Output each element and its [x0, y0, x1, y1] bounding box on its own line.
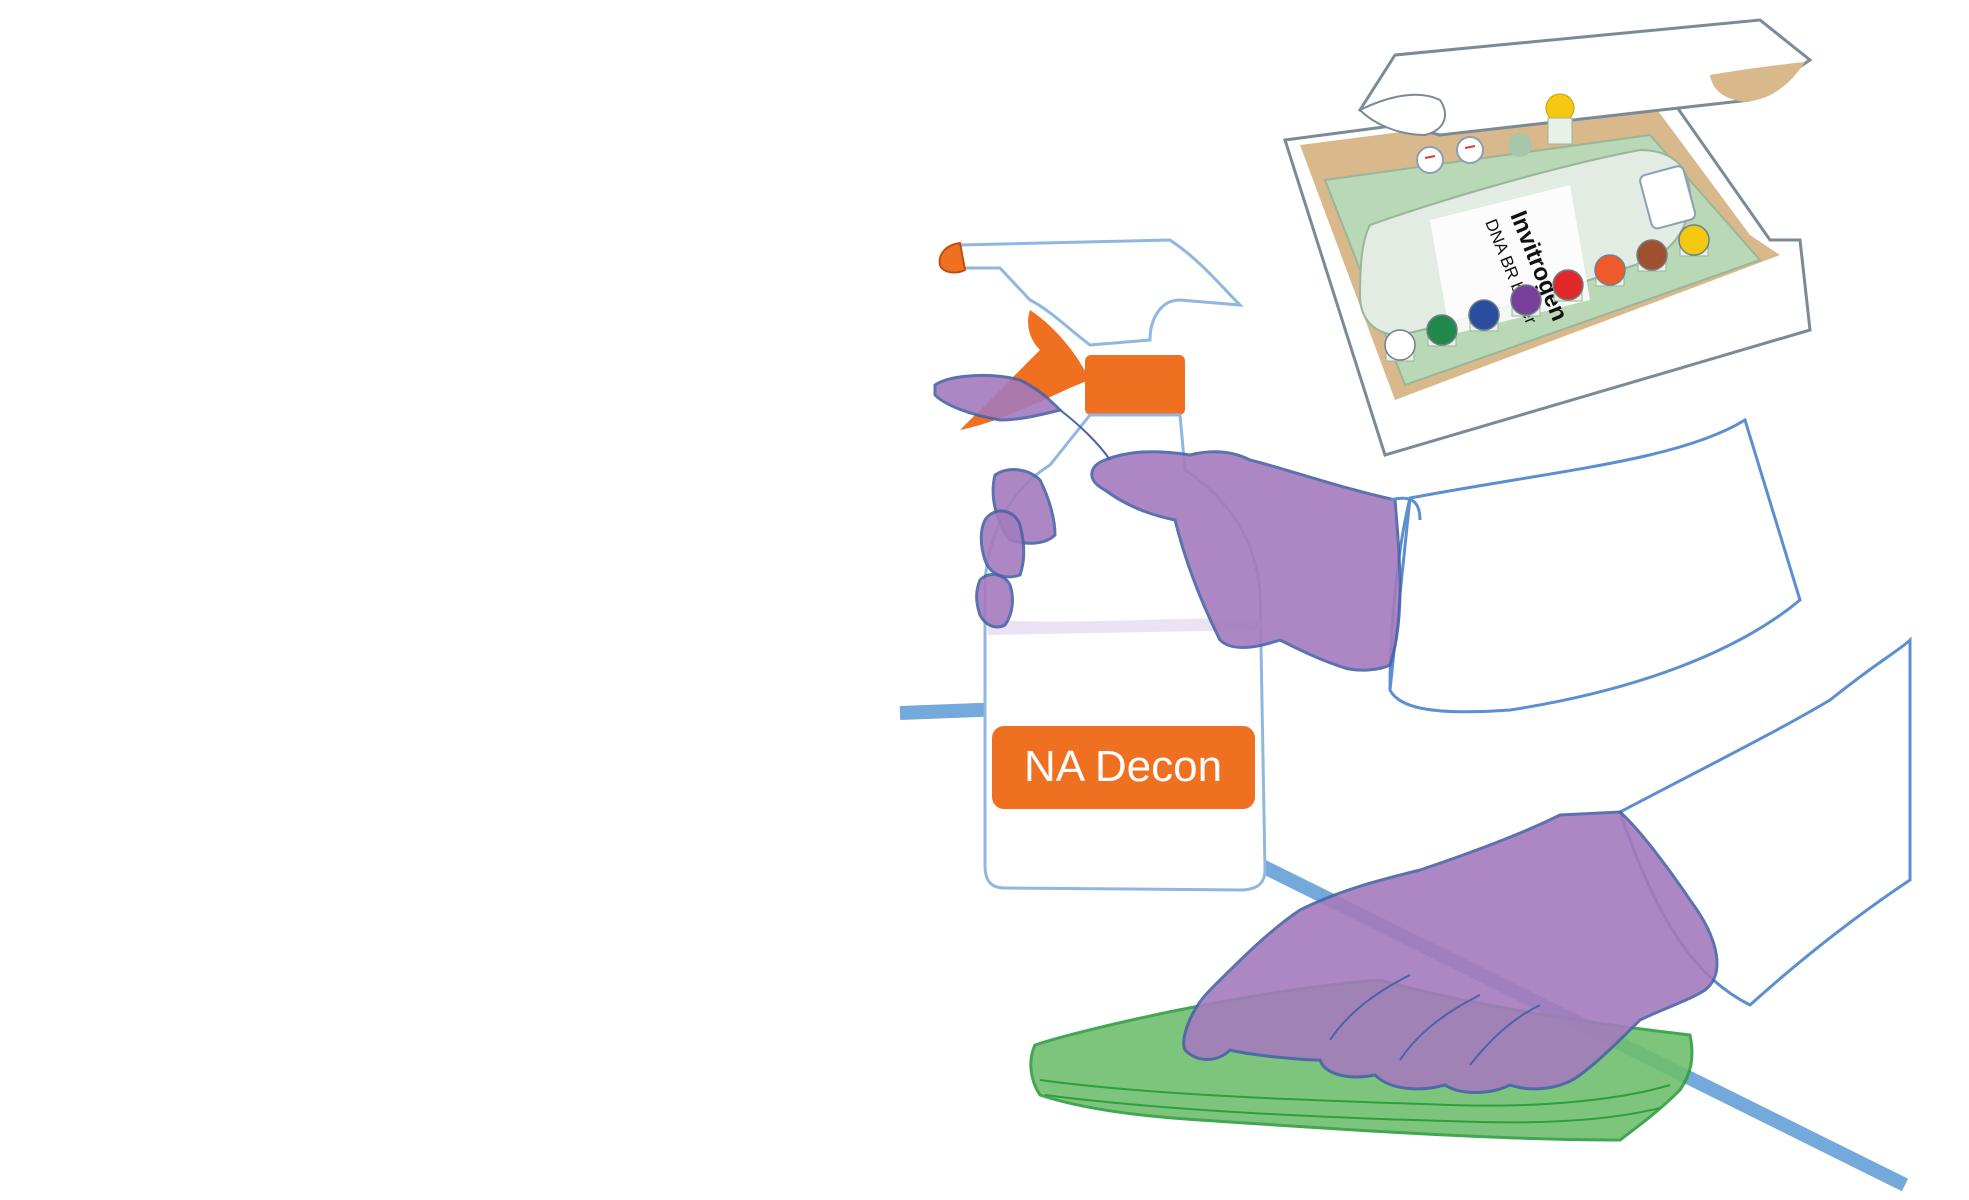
- purple-cap: [1510, 284, 1542, 316]
- yellow-cap: [1678, 224, 1710, 256]
- red-cap: [1552, 269, 1584, 301]
- upper-glove-hand: [933, 373, 1402, 672]
- brown-cap: [1636, 239, 1668, 271]
- vial-cap-row: [1384, 224, 1710, 362]
- green-cap: [1426, 314, 1458, 346]
- reagent-kit-box: Invitrogen DNA BR buffer: [1283, 18, 1813, 457]
- bottle-label: NA Decon: [992, 726, 1255, 809]
- lab-coat-upper-sleeve: [1388, 417, 1802, 714]
- white-cap: [1384, 329, 1416, 361]
- upper-glove-cuff: [1389, 496, 1422, 521]
- blue-cap: [1468, 299, 1500, 331]
- bottle-label-text: NA Decon: [1024, 742, 1222, 791]
- orange-cap: [1594, 254, 1626, 286]
- lower-glove-hand: [1182, 810, 1719, 1094]
